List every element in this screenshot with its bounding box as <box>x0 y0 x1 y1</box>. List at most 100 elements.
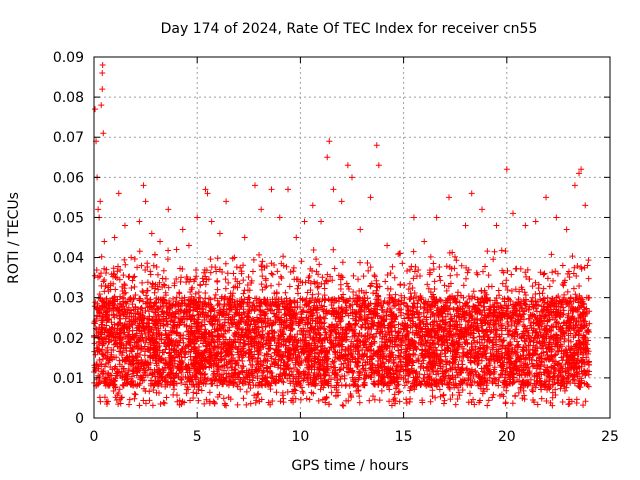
data-point <box>114 268 121 275</box>
data-point <box>533 380 540 387</box>
data-point <box>132 391 139 398</box>
data-point <box>121 256 128 263</box>
data-point <box>529 283 536 290</box>
data-point <box>131 283 138 290</box>
data-point <box>151 251 158 258</box>
data-point <box>282 289 289 296</box>
data-point <box>178 379 185 386</box>
data-point <box>240 277 247 284</box>
data-point <box>359 346 366 353</box>
data-point <box>350 272 357 279</box>
data-point <box>339 401 346 408</box>
data-point <box>470 288 477 295</box>
data-point <box>339 259 346 266</box>
data-point <box>183 279 190 286</box>
data-point <box>208 263 215 270</box>
data-point <box>113 274 120 281</box>
data-point <box>456 299 463 306</box>
data-point <box>382 278 389 285</box>
data-point <box>436 273 443 280</box>
data-point <box>139 279 146 286</box>
data-point <box>116 276 123 283</box>
data-point <box>357 259 364 266</box>
data-point <box>573 399 580 406</box>
data-point <box>468 340 475 347</box>
data-point <box>98 270 105 277</box>
data-point <box>190 394 197 401</box>
data-point <box>206 389 213 396</box>
data-point <box>131 255 138 262</box>
data-point <box>222 260 229 267</box>
data-points <box>91 62 593 409</box>
data-point <box>297 396 304 403</box>
data-point <box>290 264 297 271</box>
data-point <box>544 294 551 301</box>
data-point <box>315 397 322 404</box>
data-point <box>559 398 566 405</box>
data-point <box>221 401 228 408</box>
data-point <box>300 389 307 396</box>
data-point <box>521 289 528 296</box>
data-point <box>437 277 444 284</box>
data-point <box>540 285 547 292</box>
data-point <box>240 395 247 402</box>
data-point <box>555 293 562 300</box>
data-point <box>112 273 119 280</box>
data-point <box>283 263 290 270</box>
data-point <box>193 273 200 280</box>
data-point <box>388 402 395 409</box>
data-point <box>569 253 576 260</box>
data-point <box>160 399 167 406</box>
data-point <box>484 386 491 393</box>
data-point <box>441 397 448 404</box>
data-point <box>100 278 107 285</box>
data-point <box>158 381 165 388</box>
data-point <box>164 256 171 263</box>
data-point <box>286 283 293 290</box>
data-point <box>256 251 263 258</box>
data-point <box>157 401 164 408</box>
data-point <box>514 377 521 383</box>
data-point <box>526 351 533 358</box>
data-point <box>431 286 438 293</box>
data-point <box>549 402 556 409</box>
data-point <box>202 290 209 297</box>
data-point <box>482 263 489 270</box>
data-point <box>502 283 509 290</box>
data-point <box>214 382 221 389</box>
data-point <box>140 289 147 296</box>
data-point <box>452 401 459 408</box>
data-point <box>121 290 128 297</box>
data-point <box>522 342 529 349</box>
data-point <box>316 261 323 268</box>
data-point <box>490 391 497 398</box>
data-point <box>541 270 548 277</box>
data-point <box>410 275 417 282</box>
data-point <box>446 385 453 392</box>
data-point <box>544 275 551 282</box>
data-point <box>443 287 450 294</box>
data-point <box>314 284 321 291</box>
data-point <box>360 273 367 280</box>
data-point <box>503 277 510 284</box>
data-point <box>117 400 124 407</box>
data-point <box>236 280 243 287</box>
data-point <box>453 271 460 278</box>
data-point <box>96 394 103 401</box>
data-point <box>441 282 448 289</box>
data-point <box>550 277 557 284</box>
data-point <box>337 376 344 383</box>
data-point <box>585 294 592 301</box>
data-point <box>430 266 437 273</box>
data-point <box>122 261 129 268</box>
data-point <box>427 398 434 405</box>
data-point <box>207 269 214 276</box>
data-point <box>101 276 108 283</box>
data-point <box>254 391 261 398</box>
data-point <box>371 273 378 280</box>
data-point <box>171 386 178 393</box>
data-point <box>259 258 266 265</box>
data-point <box>484 402 491 409</box>
data-point <box>207 256 214 263</box>
data-point <box>98 253 105 260</box>
